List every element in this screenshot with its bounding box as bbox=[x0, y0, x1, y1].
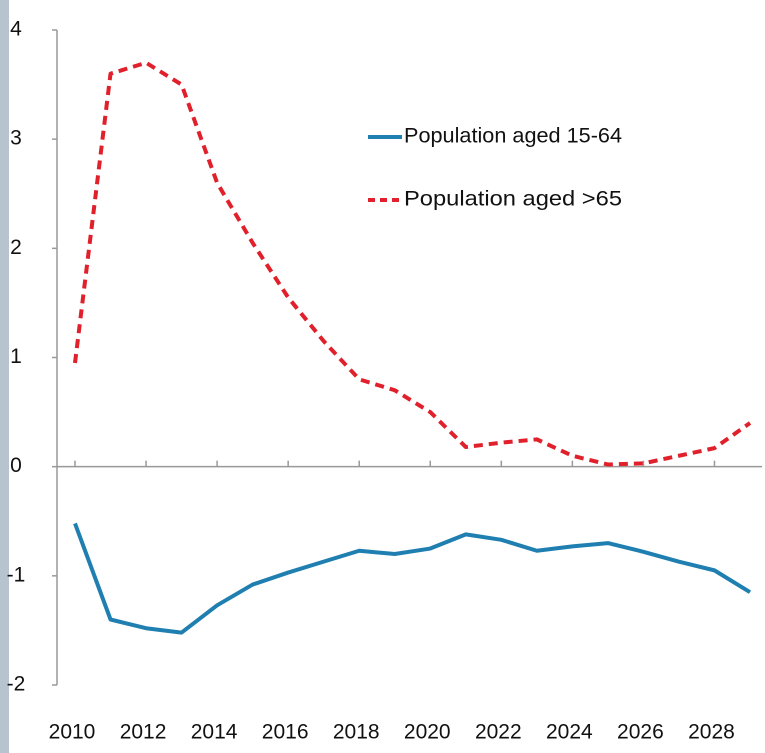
y-tick-label: -2 bbox=[7, 673, 26, 696]
x-tick-label: 2018 bbox=[333, 721, 380, 744]
side-strip bbox=[0, 0, 9, 753]
y-tick-label: 0 bbox=[10, 454, 22, 477]
y-tick-label: 4 bbox=[10, 18, 22, 41]
x-tick-label: 2026 bbox=[617, 721, 664, 744]
y-tick-label: -1 bbox=[7, 563, 26, 586]
x-tick-label: 2020 bbox=[404, 721, 451, 744]
y-tick-label: 2 bbox=[10, 236, 22, 259]
series-line bbox=[73, 522, 752, 635]
x-tick-label: 2022 bbox=[475, 721, 522, 744]
legend-label: Population aged 15-64 bbox=[404, 125, 622, 148]
x-tick-label: 2014 bbox=[191, 721, 238, 744]
y-tick-label: 3 bbox=[10, 127, 22, 150]
y-tick-label: 1 bbox=[10, 345, 22, 368]
x-tick-label: 2024 bbox=[546, 721, 593, 744]
x-tick-label: 2010 bbox=[49, 721, 96, 744]
x-tick-label: 2016 bbox=[262, 721, 309, 744]
x-tick-label: 2028 bbox=[688, 721, 735, 744]
legend-label: Population aged >65 bbox=[404, 188, 622, 211]
x-tick-label: 2012 bbox=[120, 721, 167, 744]
series-line bbox=[73, 60, 752, 467]
